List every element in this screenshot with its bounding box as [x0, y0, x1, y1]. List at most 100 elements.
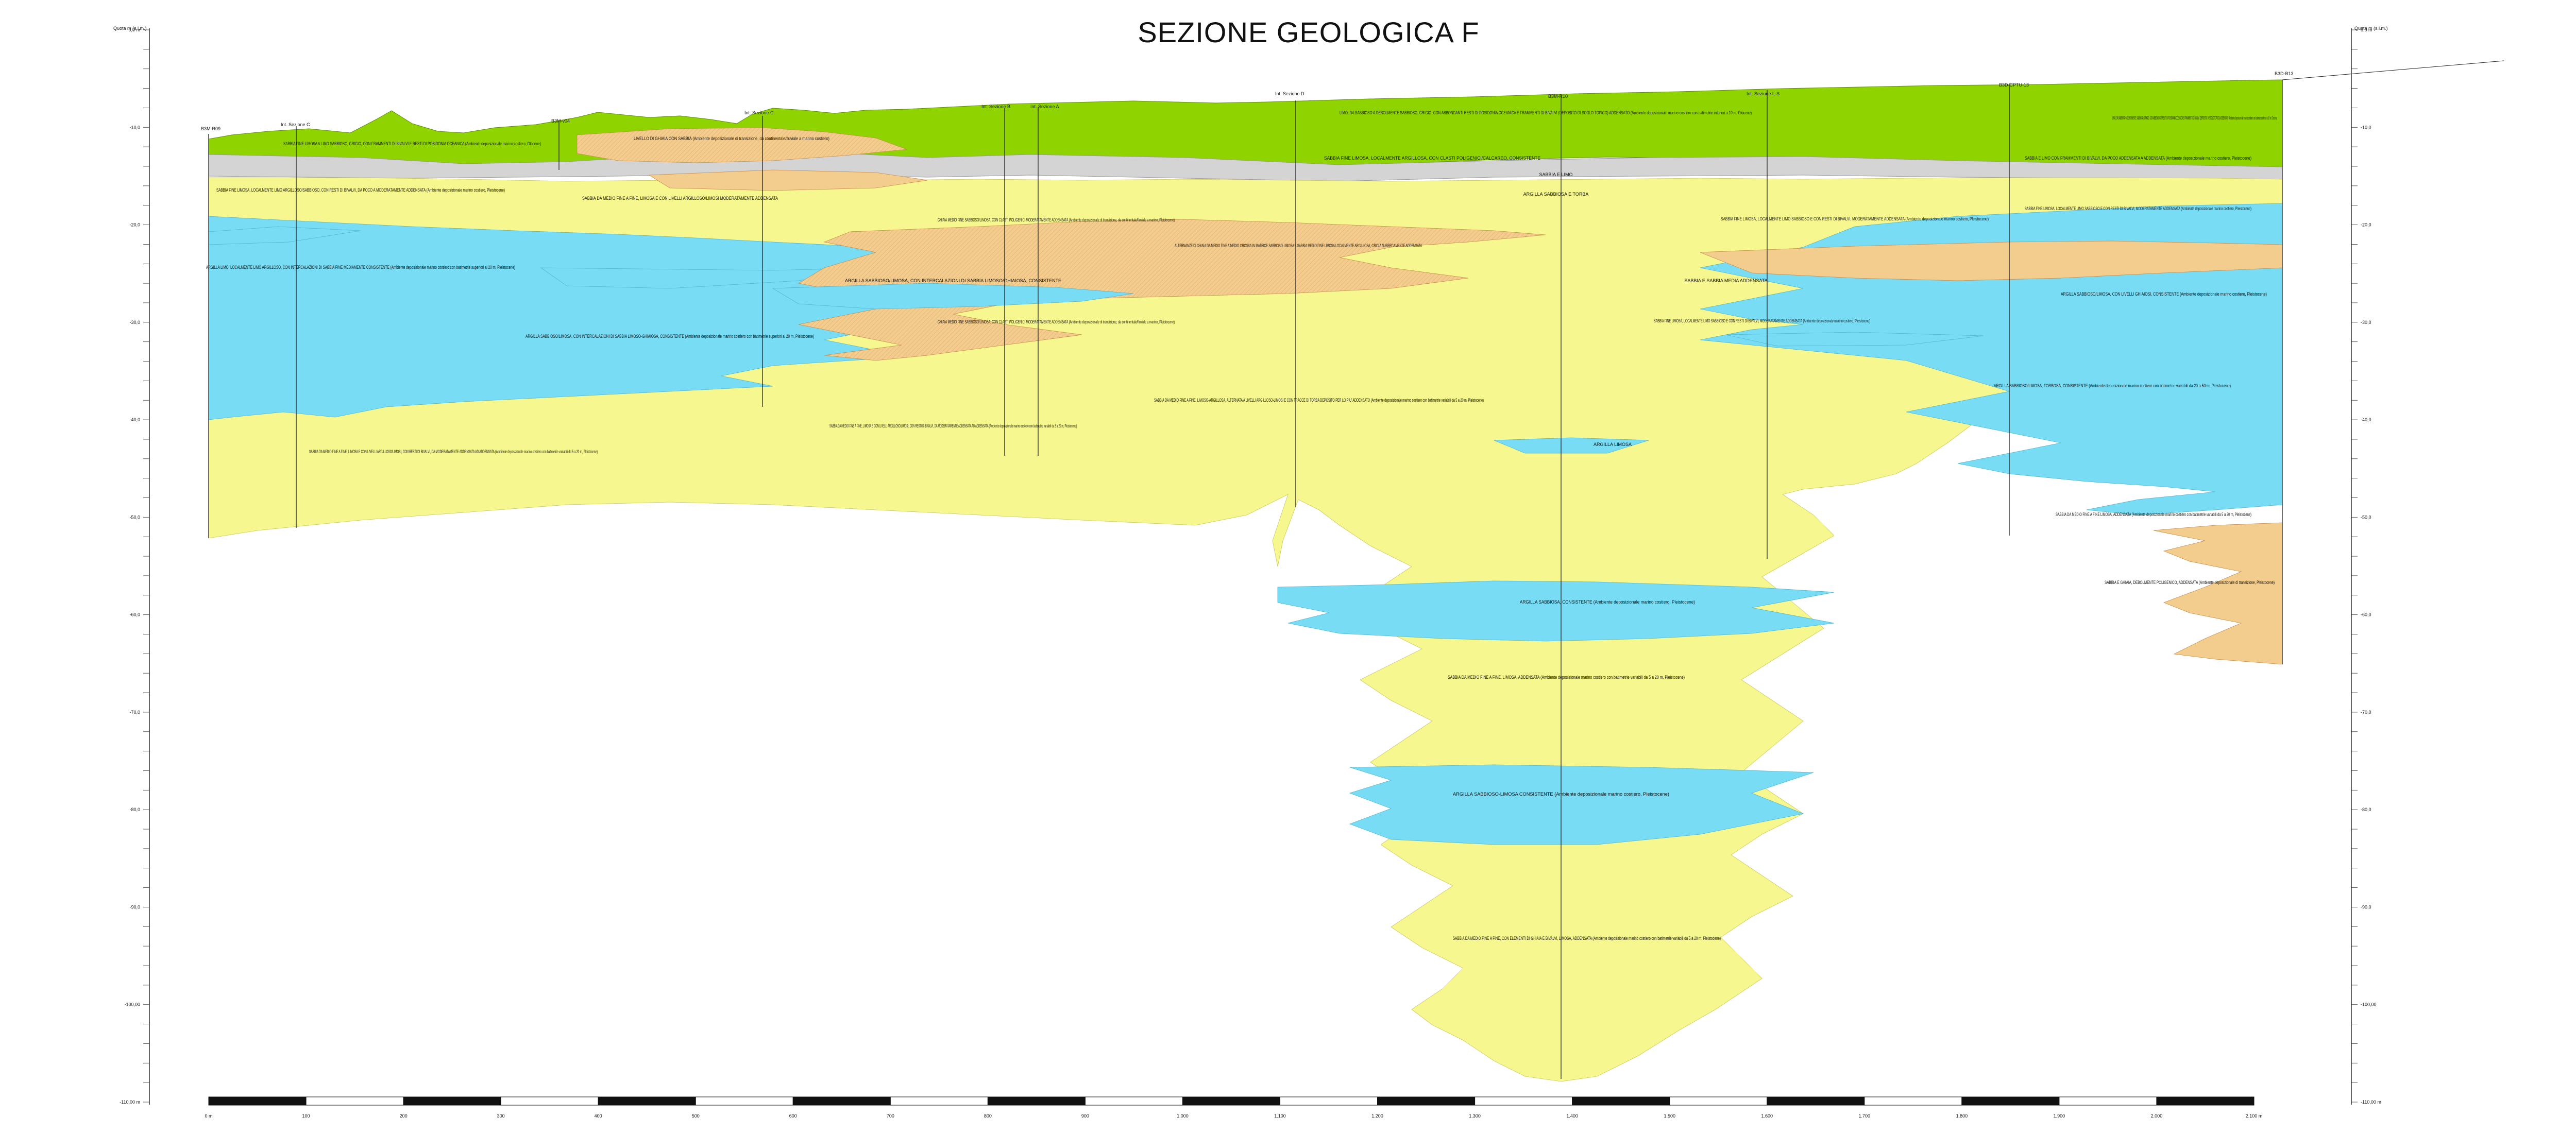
scale-bar: 0 m 100 200 300 400 500 600 700 800 900 1.000 1.100…	[205, 1096, 2263, 1119]
surface-line	[2282, 60, 2504, 80]
scale-label: 400	[595, 1113, 602, 1119]
unit-green-surface	[208, 79, 2283, 173]
axis-tick-label: -20,0	[129, 222, 140, 228]
scale-segment	[1961, 1096, 2060, 1106]
axis-tick-label: -50,0	[2361, 514, 2371, 520]
unit-label: SABBIA DA MEDIO FINE A FINE, LIMOSA E CO…	[309, 449, 598, 454]
axis-tick-label: -100,00	[2361, 1002, 2377, 1007]
unit-label: ARGILLA LIMOSA	[1594, 442, 1632, 447]
axis-tick-label: -60,0	[2361, 612, 2371, 617]
borehole-labels: B3M-R09 Int. Sezione C B3M-v04 Int. Sezi…	[201, 71, 2294, 131]
scale-label: 1.200	[1371, 1113, 1383, 1119]
borehole-label: Int. Sezione A	[1030, 104, 1059, 109]
axis-tick-label: -60,0	[129, 612, 140, 617]
scale-segment	[1475, 1096, 1573, 1106]
scale-segment	[987, 1096, 1086, 1106]
unit-label: SABBIA FINE LIMOSA A LIMO SABBIOSO, GRIG…	[283, 141, 541, 146]
axis-tick-label: -10,0	[2361, 125, 2371, 130]
unit-label: GHIAIA MEDIO FINE SABBIOSO/LIMOSA, CON C…	[938, 217, 1175, 222]
borehole-label: Int. Sezione C	[281, 122, 310, 127]
borehole-label: B3D-CPTU-13	[1999, 82, 2029, 88]
axis-tick-label: -30,0	[129, 320, 140, 325]
scale-segment	[208, 1096, 307, 1106]
scale-label: 1.000	[1177, 1113, 1189, 1119]
scale-label: 1.500	[1664, 1113, 1675, 1119]
scale-label: 1.300	[1469, 1113, 1481, 1119]
scale-label: 300	[497, 1113, 505, 1119]
unit-label: ARGILLA SABBIOSO/LIMOSA, CON LIVELLI GHI…	[2061, 291, 2267, 297]
axis-tick-label: -80,0	[129, 807, 140, 812]
unit-label: SABBIA FINE LIMOSA, LOCALMENTE LIMO ARGI…	[216, 187, 505, 193]
section-title: SEZIONE GEOLOGICA F	[1138, 16, 1480, 48]
axis-tick-label: -40,0	[129, 417, 140, 422]
scale-label: 1.800	[1956, 1113, 1968, 1119]
unit-orange-right-bottom	[2153, 522, 2283, 665]
right-axis-header: Quota m (s.l.m.)	[2354, 26, 2388, 31]
scale-label: 1.600	[1761, 1113, 1773, 1119]
unit-label: SABBIA E GHIAIA, DEBOLMENTE POLIGENICO, …	[2105, 580, 2275, 585]
axis-tick-label: -110,00 m	[120, 1099, 140, 1105]
axis-tick-label: -10,0	[129, 125, 140, 130]
unit-blue-deep-3	[1494, 437, 1649, 454]
unit-label: ARGILLA SABBIOSO/LIMOSA, CON INTERCALAZI…	[526, 334, 814, 339]
scale-label: 1.900	[2054, 1113, 2065, 1119]
scale-segment	[1377, 1096, 1476, 1106]
unit-labels: LIMO, DA SABBIOSO A DEBOLMENTE SABBIOSO,…	[206, 110, 2277, 941]
unit-label: SABBIA E SABBIA MEDIA ADDENSATA	[1684, 278, 1767, 283]
borehole-label: Int. Sezione L-S	[1747, 91, 1780, 96]
scale-segment	[890, 1096, 988, 1106]
units	[208, 79, 2283, 1082]
scale-label: 1.700	[1859, 1113, 1871, 1119]
scale-label: 2.000	[2151, 1113, 2163, 1119]
unit-label: ARGILLA SABBIOSA, CONSISTENTE (Ambiente …	[1520, 599, 1695, 605]
scale-label: 100	[302, 1113, 310, 1119]
unit-label: SABBIA FINE LIMOSA, LOCALMENTE LIMO SABB…	[1654, 318, 1870, 323]
left-axis-header: Quota m (s.l.m.)	[113, 26, 147, 31]
unit-label: SABBIA E LIMO	[1539, 172, 1572, 177]
unit-label: SABBIA FINE LIMOSA, LOCALMENTE LIMO SABB…	[1721, 216, 1989, 221]
scale-label: 800	[984, 1113, 992, 1119]
scale-segment	[403, 1096, 501, 1106]
unit-orange-lens-upper	[648, 169, 928, 191]
unit-label: SABBIA DA MEDIO FINE A FINE, LIMOSO-ARGI…	[1154, 398, 1484, 403]
scale-label: 1.100	[1274, 1113, 1286, 1119]
unit-label: LIMO, DA SABBIOSO A DEBOLMENTE SABBIOSO,…	[1340, 110, 1752, 115]
scale-segment	[1572, 1096, 1670, 1106]
unit-label: LIVELLO DI GHIAIA CON SABBIA (Ambiente d…	[634, 136, 829, 141]
scale-segment	[1767, 1096, 1865, 1106]
unit-blue-clay-right	[1700, 203, 2283, 516]
unit-label: SABBIA DA MEDIO FINE A FINE LIMOSA, ADDE…	[2056, 512, 2251, 517]
axis-tick-label: -50,0	[129, 514, 140, 520]
axis-tick-label: 0,0 m	[2361, 27, 2372, 32]
unit-label: ARGILLA LIMO, LOCALMENTE LIMO ARGILLOSO,…	[206, 265, 515, 270]
scale-segment	[306, 1096, 404, 1106]
scale-label: 600	[789, 1113, 797, 1119]
axis-tick-label: -40,0	[2361, 417, 2371, 422]
scale-segment	[1182, 1096, 1281, 1106]
unit-blue-deep-1	[1277, 580, 1835, 642]
scale-segment	[500, 1096, 599, 1106]
scale-label: 700	[887, 1113, 894, 1119]
left-axis: 0,0 m -10,0 -20,0 -30,0 -40,0 -50,0 -60,0 -70,0…	[113, 26, 150, 1105]
unit-label: ALTERNANZE DI GHIAIA DA MEDIO FINE A MED…	[1175, 243, 1422, 248]
unit-label: SABBIA DA MEDIO FINE A FINE, LIMOSA E CO…	[829, 423, 1077, 428]
axis-tick-label: -20,0	[2361, 222, 2371, 228]
borehole-label: Int. Sezione B	[981, 104, 1010, 109]
borehole-lines	[208, 60, 2504, 1079]
scale-segment	[792, 1096, 891, 1106]
axis-tick-label: 0,0 m	[128, 27, 140, 32]
unit-blue-deep-2	[1349, 764, 1814, 845]
scale-label: 500	[692, 1113, 700, 1119]
unit-label: LIMO, DA SABBIOSO A DEBOLMENTE SABBIOSO,…	[2112, 115, 2277, 121]
axis-tick-label: -70,0	[2361, 710, 2371, 715]
scale-label: 2.100 m	[2246, 1113, 2263, 1119]
scale-segment	[598, 1096, 696, 1106]
scale-label: 900	[1081, 1113, 1089, 1119]
unit-blue-wedge-2	[540, 267, 876, 289]
unit-label: SABBIA FINE LIMOSA, LOCALMENTE LIMO SABB…	[2025, 206, 2251, 211]
scale-label: 0 m	[205, 1113, 212, 1119]
axis-tick-label: -90,0	[2361, 904, 2371, 909]
right-axis: 0,0 m -10,0 -20,0 -30,0 -40,0 -50,0 -60,0 -70,0…	[2351, 26, 2388, 1105]
unit-label: SABBIA DA MEDIO FINE A FINE, CON ELEMENT…	[1453, 936, 1721, 941]
